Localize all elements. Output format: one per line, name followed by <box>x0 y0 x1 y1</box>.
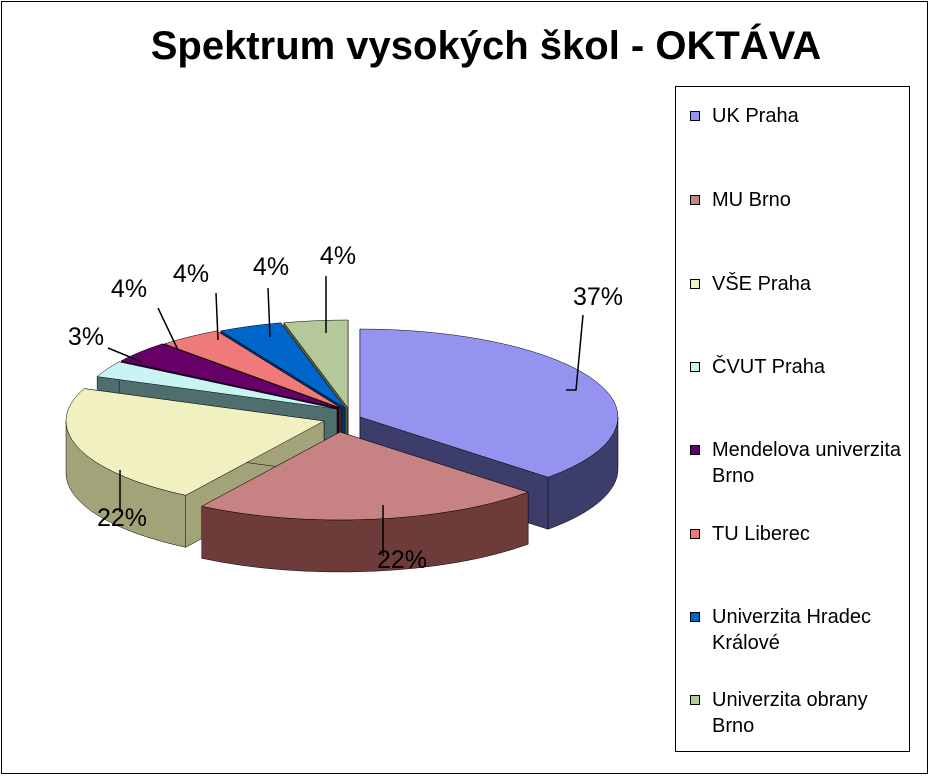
data-label: 4% <box>173 260 209 288</box>
legend-label: MU Brno <box>712 189 791 211</box>
slice-top-face <box>96 361 338 410</box>
legend-swatch <box>690 695 700 705</box>
data-label: 4% <box>253 253 289 281</box>
data-label: 37% <box>573 283 623 311</box>
legend-label: Mendelova univerzita Brno <box>712 439 901 487</box>
slice-top-face <box>65 388 325 496</box>
legend-swatch <box>690 279 700 289</box>
legend-label: UK Praha <box>712 105 799 127</box>
legend-label: Univerzita obrany Brno <box>712 689 868 737</box>
pie-slice <box>201 431 529 573</box>
data-label: 22% <box>377 546 427 574</box>
leader-line <box>107 347 143 363</box>
legend-swatch <box>690 362 700 372</box>
legend-swatch <box>690 529 700 539</box>
slice-top-face <box>220 322 346 409</box>
legend-label: ČVUT Praha <box>712 356 826 378</box>
chart-title: Spektrum vysokých škol - OKTÁVA <box>150 24 822 68</box>
slice-top-face <box>359 328 619 478</box>
legend-swatch <box>690 445 700 455</box>
leader-line <box>157 307 179 351</box>
legend-label: VŠE Praha <box>712 273 811 295</box>
leader-line <box>566 314 584 391</box>
leader-line <box>215 292 219 341</box>
slice-top-face <box>201 431 529 521</box>
leader-line <box>267 287 271 338</box>
legend: UK Praha MU Brno VŠE Praha ČVUT Praha Mendel… <box>675 86 910 752</box>
legend-swatch <box>690 195 700 205</box>
legend-swatch <box>690 111 700 121</box>
slice-top-face <box>120 343 340 409</box>
slice-top-face <box>163 330 342 409</box>
data-label: 22% <box>97 504 147 532</box>
data-label: 3% <box>68 323 104 351</box>
legend-label: TU Liberec <box>712 523 810 545</box>
legend-label: Univerzita Hradec Králové <box>712 606 871 654</box>
data-label: 4% <box>111 275 147 303</box>
slice-top-face <box>283 319 349 409</box>
legend-swatch <box>690 612 700 622</box>
data-label: 4% <box>320 242 356 270</box>
